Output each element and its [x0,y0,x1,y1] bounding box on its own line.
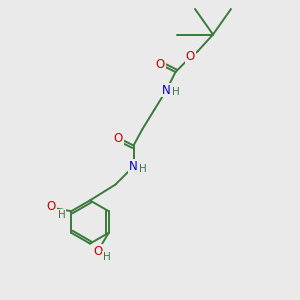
Text: O: O [114,131,123,145]
Text: H: H [139,164,147,174]
Text: O: O [186,50,195,64]
Text: H: H [172,87,180,98]
Text: N: N [129,160,138,173]
Text: H: H [103,252,111,262]
Text: H: H [58,210,65,220]
Text: O: O [94,245,103,258]
Text: O: O [156,58,165,71]
Text: N: N [162,83,171,97]
Text: O: O [46,200,56,214]
